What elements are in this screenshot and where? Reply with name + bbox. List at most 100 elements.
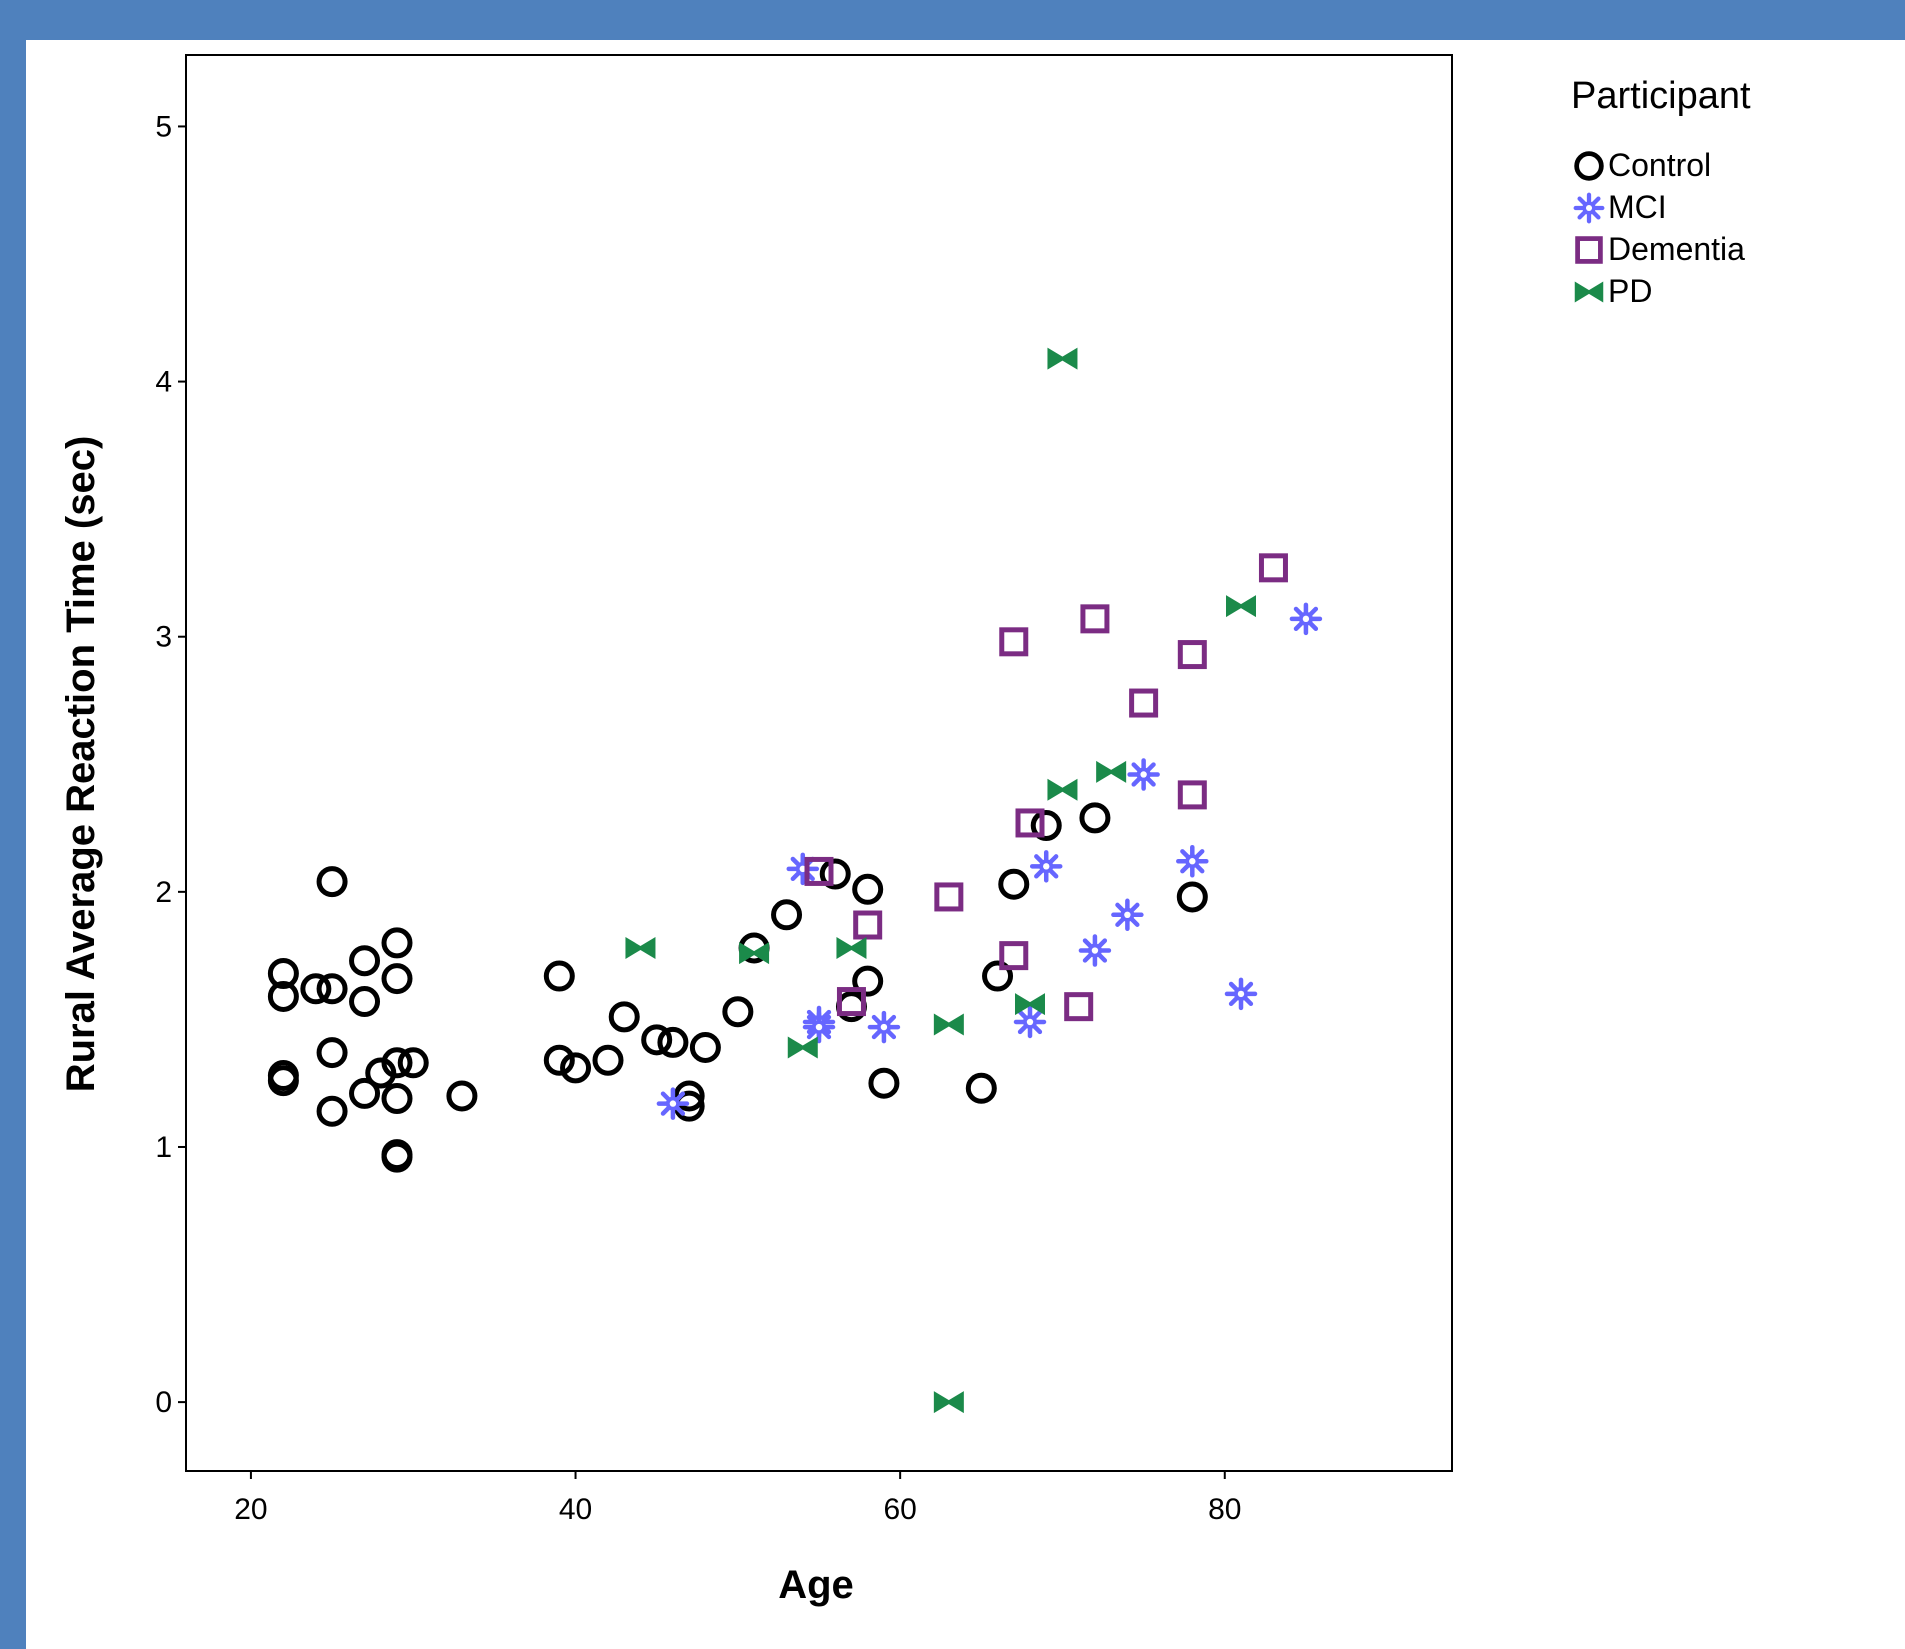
x-tick-label: 20	[234, 1493, 267, 1526]
legend-label: MCI	[1608, 189, 1667, 225]
data-point-control	[316, 866, 348, 898]
data-point-control	[397, 1047, 429, 1079]
data-point-pd	[1226, 595, 1256, 618]
data-point-mci-hole	[880, 1023, 888, 1031]
data-point-control	[267, 957, 299, 989]
data-point-pd	[1047, 347, 1078, 370]
y-tick-label: 2	[155, 876, 172, 909]
data-point-control	[689, 1031, 721, 1063]
data-point-dementia	[999, 941, 1029, 971]
data-point-mci	[656, 1087, 690, 1120]
data-point-mci-hole	[1043, 863, 1050, 870]
data-point-control	[381, 927, 413, 959]
data-point-control	[316, 973, 348, 1005]
data-point-control	[722, 996, 754, 1028]
data-point-control	[771, 899, 803, 931]
data-point-mci	[1127, 758, 1160, 791]
data-point-dementia	[934, 882, 964, 912]
data-point-mci	[1029, 850, 1063, 883]
data-point-control	[1079, 802, 1111, 834]
data-point-control	[267, 980, 299, 1012]
data-point-control	[300, 973, 332, 1005]
legend-label: Dementia	[1608, 231, 1745, 267]
data-point-dementia	[1064, 992, 1094, 1022]
data-point-pd	[739, 942, 770, 965]
data-point-control	[965, 1072, 997, 1104]
x-tick-label: 80	[1208, 1493, 1241, 1526]
y-tick-label: 1	[155, 1131, 172, 1164]
data-point-control	[316, 1095, 348, 1127]
data-point-mci-hole	[1026, 1018, 1034, 1026]
data-point-control	[998, 868, 1030, 900]
data-point-control	[381, 963, 413, 995]
data-point-control	[267, 1065, 299, 1097]
chart-panel: 20 40 60 80 0 1 2 3 4 5 Age Rural Average Reactio…	[26, 40, 1905, 1649]
data-point-mci-hole	[1189, 858, 1196, 865]
plot-area	[185, 54, 1453, 1472]
data-point-control	[381, 1141, 413, 1173]
y-tick-label: 5	[155, 110, 172, 143]
legend-label: PD	[1608, 273, 1652, 309]
data-point-control	[381, 1083, 413, 1115]
legend-item-dementia: Dementia	[1575, 231, 1745, 267]
legend-item-pd: PD	[1574, 273, 1652, 309]
data-point-control	[543, 1044, 575, 1076]
data-point-dementia	[1177, 640, 1207, 670]
y-axis-title: Rural Average Reaction Time (sec)	[59, 436, 103, 1093]
data-point-mci-hole	[799, 865, 806, 873]
data-point-mci	[1224, 977, 1258, 1011]
data-point-pd	[933, 1013, 964, 1036]
data-point-dementia	[999, 627, 1029, 657]
data-point-mci	[1289, 602, 1323, 636]
data-point-control	[819, 858, 851, 890]
data-point-mci	[1078, 934, 1112, 967]
data-point-control	[316, 1037, 348, 1069]
data-point-dementia	[1258, 553, 1288, 583]
data-point-mci-hole	[1140, 771, 1147, 778]
data-point-mci	[867, 1010, 901, 1044]
data-point-control	[560, 1052, 592, 1084]
data-point-mci-hole	[669, 1100, 677, 1107]
x-tick-label: 60	[883, 1493, 916, 1526]
legend-title: Participant	[1571, 75, 1751, 117]
data-point-mci	[802, 1010, 836, 1044]
series-control	[267, 802, 1208, 1173]
axes: 20 40 60 80 0 1 2 3 4 5	[155, 110, 1241, 1526]
series-mci	[656, 602, 1323, 1120]
data-point-pd	[933, 1391, 964, 1414]
legend-item-mci: MCI	[1573, 189, 1667, 225]
data-point-mci-hole	[1124, 911, 1131, 919]
x-tick-label: 40	[559, 1493, 592, 1526]
data-point-dementia	[1129, 688, 1159, 718]
data-point-dementia	[804, 856, 834, 886]
series-dementia	[804, 553, 1288, 1022]
data-point-control	[349, 986, 381, 1018]
legend-label: Control	[1608, 147, 1711, 183]
data-point-control	[608, 1001, 640, 1033]
data-point-mci-hole	[1237, 990, 1245, 998]
legend-marker-control	[1574, 151, 1604, 181]
data-point-control	[641, 1024, 673, 1056]
data-point-control	[543, 960, 575, 992]
data-point-dementia	[1080, 604, 1110, 634]
legend-item-control: Control	[1574, 147, 1711, 183]
legend: Participant Control MCI Dementia PD	[1571, 75, 1751, 309]
data-point-control	[592, 1044, 624, 1076]
data-point-pd	[1015, 993, 1045, 1016]
data-point-mci-hole	[1302, 615, 1310, 623]
scatter-chart: 20 40 60 80 0 1 2 3 4 5 Age Rural Average Reactio…	[59, 54, 1751, 1607]
data-point-control	[1176, 881, 1208, 913]
data-point-mci	[1013, 1005, 1047, 1039]
data-point-control	[673, 1080, 705, 1112]
data-point-mci	[1111, 898, 1144, 932]
legend-marker-mci-hole	[1585, 204, 1593, 212]
y-tick-label: 4	[155, 366, 172, 399]
data-point-pd	[787, 1036, 818, 1059]
data-point-dementia	[836, 987, 866, 1017]
data-point-mci-hole	[1091, 947, 1099, 954]
y-tick-label: 0	[155, 1386, 172, 1419]
data-point-control	[381, 1047, 413, 1079]
data-point-control	[868, 1067, 900, 1099]
series-pd	[625, 347, 1256, 1414]
legend-marker-mci	[1573, 192, 1605, 224]
